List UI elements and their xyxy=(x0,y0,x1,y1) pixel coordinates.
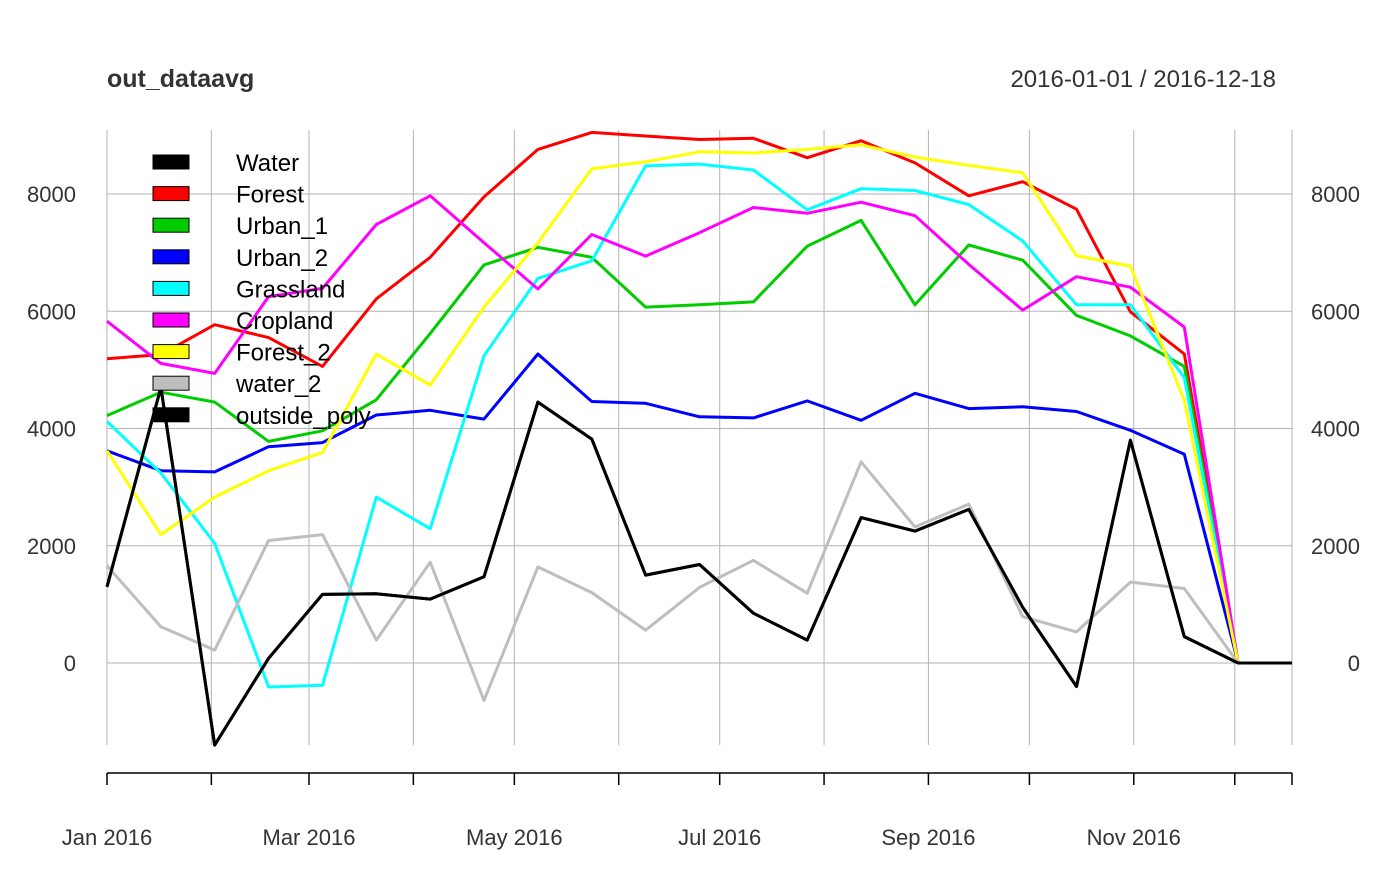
legend-swatch-water xyxy=(152,154,190,170)
y-tick-label-right: 2000 xyxy=(1311,534,1360,559)
axes: Jan 2016 Mar 2016 May 2016 Jul 2016 Sep 2016… xyxy=(27,182,1360,850)
legend-swatch-urban-1 xyxy=(152,217,190,233)
x-tick-label: Mar 2016 xyxy=(263,825,356,850)
x-tick-label: Nov 2016 xyxy=(1087,825,1181,850)
y-tick-label-left: 6000 xyxy=(27,299,76,324)
x-tick-label: Jul 2016 xyxy=(678,825,761,850)
y-tick-label-right: 4000 xyxy=(1311,417,1360,442)
grid-lines xyxy=(106,130,1293,745)
legend-swatch-forest xyxy=(152,186,190,202)
y-tick-label-left: 0 xyxy=(64,651,76,676)
y-tick-label-right: 8000 xyxy=(1311,182,1360,207)
series-line-urban-1 xyxy=(106,218,1292,665)
legend: Water Forest Urban_1 Urban_2 Grassland Cropla… xyxy=(152,150,371,430)
y-tick-label-left: 8000 xyxy=(27,182,76,207)
legend-swatch-forest-2 xyxy=(152,344,190,360)
series-line-cropland xyxy=(106,194,1292,665)
series-lines xyxy=(105,130,1292,747)
series-line-forest xyxy=(106,130,1292,665)
x-tick-label: May 2016 xyxy=(466,825,563,850)
legend-label-forest: Forest xyxy=(236,182,304,209)
legend-swatch-cropland xyxy=(152,312,190,328)
legend-label-forest-2: Forest_2 xyxy=(236,340,331,367)
series-line-urban-2 xyxy=(106,352,1292,665)
legend-swatch-grassland xyxy=(152,280,190,296)
legend-label-cropland: Cropland xyxy=(236,308,333,335)
x-tick-label: Jan 2016 xyxy=(62,825,153,850)
legend-swatch-water-2 xyxy=(152,375,190,391)
legend-label-water-2: water_2 xyxy=(235,371,321,398)
legend-label-water: Water xyxy=(236,150,299,177)
series-line-outside-poly xyxy=(105,386,1292,747)
date-range-label: 2016-01-01 / 2016-12-18 xyxy=(1010,66,1276,93)
legend-swatch-outside-poly xyxy=(152,407,190,423)
chart-title: out_dataavg xyxy=(107,65,254,93)
legend-label-grassland: Grassland xyxy=(236,276,345,303)
y-tick-label-left: 2000 xyxy=(27,534,76,559)
y-tick-label-right: 6000 xyxy=(1311,299,1360,324)
legend-label-outside-poly: outside_poly xyxy=(236,403,371,430)
series-line-forest-2 xyxy=(105,143,1292,665)
y-tick-label-right: 0 xyxy=(1348,651,1360,676)
legend-label-urban-2: Urban_2 xyxy=(236,245,328,272)
series-line-grassland xyxy=(105,162,1292,689)
legend-label-urban-1: Urban_1 xyxy=(236,213,328,240)
legend-swatch-urban-2 xyxy=(152,249,190,265)
y-tick-label-left: 4000 xyxy=(27,417,76,442)
series-line-water-2 xyxy=(105,460,1292,702)
x-tick-label: Sep 2016 xyxy=(881,825,975,850)
